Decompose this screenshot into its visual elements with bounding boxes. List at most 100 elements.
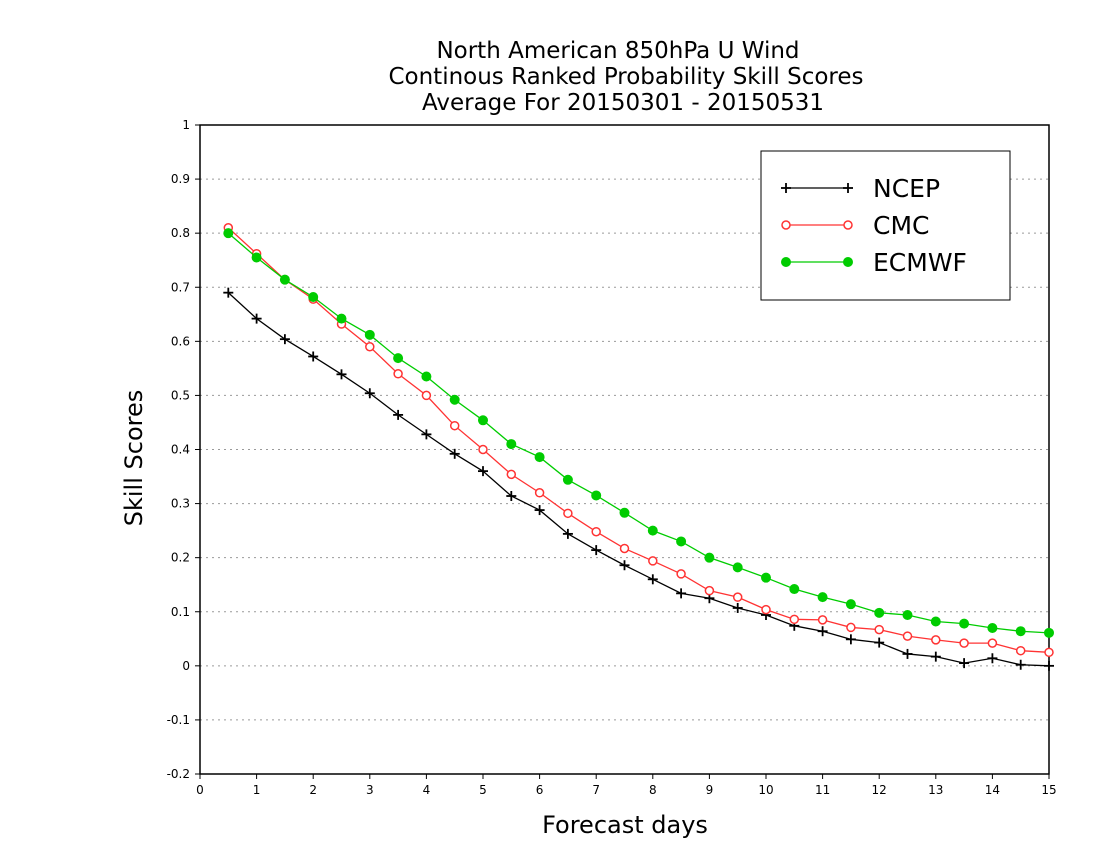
x-tick-label: 7	[592, 783, 600, 797]
data-point-ncep	[1015, 659, 1026, 670]
legend-item-cmc: CMC	[781, 211, 929, 240]
y-tick-label: 0.2	[171, 551, 190, 565]
y-tick-label: 0.3	[171, 497, 190, 511]
x-tick-label: 12	[872, 783, 887, 797]
y-tick-label: 0.5	[171, 388, 190, 402]
data-point-ecmwf	[902, 609, 913, 620]
data-point-ncep	[308, 351, 319, 362]
legend-item-ncep: NCEP	[781, 174, 940, 203]
data-point-ecmwf	[874, 607, 885, 618]
series-line-cmc	[227, 227, 1050, 653]
y-axis: -0.2 -0.1 0 0.1 0.2 0.3 0.4 0.5 0.6 0.7 0.8 0.9 1	[167, 118, 200, 781]
data-point-ncep	[506, 491, 517, 502]
data-point-cmc	[393, 369, 403, 379]
data-point-ecmwf	[449, 394, 460, 405]
data-point-ncep	[959, 658, 970, 669]
data-point-ecmwf	[562, 474, 573, 485]
data-point-cmc	[478, 444, 488, 455]
data-point-ncep	[279, 334, 290, 345]
legend-items: NCEP CMC ECMWF	[781, 174, 967, 277]
x-tick-label: 10	[758, 783, 773, 797]
y-tick-label: 0	[182, 659, 190, 673]
data-point-ncep	[534, 505, 545, 516]
data-point-cmc	[902, 631, 913, 641]
data-point-cmc	[789, 614, 800, 625]
y-tick-label: -0.1	[167, 713, 190, 727]
data-point-ecmwf	[478, 415, 488, 426]
y-tick-label: 0.7	[171, 280, 190, 294]
chart-title-line-3: Average For 20150301 - 20150531	[422, 90, 824, 116]
y-axis-label: Skill Scores	[120, 390, 148, 527]
data-point-ncep	[336, 369, 347, 380]
y-tick-label: 0.1	[171, 605, 190, 619]
x-tick-label: 9	[706, 783, 714, 797]
series-cmc	[223, 223, 1054, 658]
data-point-ecmwf	[845, 599, 856, 610]
data-point-ncep	[676, 588, 687, 599]
data-point-ncep	[251, 313, 262, 324]
data-point-ncep	[647, 574, 658, 585]
data-point-ncep	[902, 648, 913, 659]
x-tick-label: 15	[1041, 783, 1056, 797]
chart-title-line-1: North American 850hPa U Wind	[436, 38, 799, 64]
legend-marker-cmc	[781, 220, 791, 230]
y-tick-label: -0.2	[167, 767, 190, 781]
data-point-ecmwf	[251, 252, 262, 263]
data-point-ecmwf	[817, 592, 828, 603]
data-point-ecmwf	[506, 439, 517, 450]
data-point-ecmwf	[930, 616, 941, 627]
data-point-ncep	[562, 528, 573, 539]
data-point-ncep	[421, 429, 432, 440]
data-point-cmc	[534, 488, 545, 498]
data-point-cmc	[874, 624, 884, 635]
data-point-ncep	[449, 448, 460, 459]
legend-marker-ecmwf	[781, 257, 791, 267]
chart-title-line-2: Continous Ranked Probability Skill Score…	[388, 64, 863, 90]
x-tick-label: 0	[196, 783, 204, 797]
x-tick-label: 8	[649, 783, 657, 797]
data-point-ecmwf	[223, 228, 234, 239]
x-axis-label: Forecast days	[542, 811, 708, 839]
data-point-ncep	[817, 626, 828, 637]
data-point-cmc	[931, 635, 941, 645]
data-point-cmc	[449, 420, 460, 431]
data-point-ecmwf	[279, 274, 290, 285]
data-point-ecmwf	[761, 572, 771, 583]
data-point-ncep	[1044, 660, 1054, 671]
x-tick-label: 13	[928, 783, 943, 797]
data-point-ecmwf	[1015, 626, 1026, 637]
legend-marker-cmc	[843, 220, 853, 230]
data-point-cmc	[761, 604, 771, 615]
data-point-ncep	[364, 388, 375, 399]
data-point-ecmwf	[308, 291, 319, 302]
data-point-ncep	[223, 287, 234, 298]
series-ncep	[223, 287, 1054, 671]
x-tick-label: 11	[815, 783, 830, 797]
data-point-cmc	[817, 615, 828, 625]
data-point-ncep	[874, 637, 885, 648]
data-point-cmc	[987, 638, 998, 648]
data-point-cmc	[676, 569, 686, 579]
legend-marker-ncep	[781, 183, 791, 193]
x-tick-label: 1	[253, 783, 261, 797]
data-point-cmc	[506, 469, 517, 480]
data-point-ncep	[619, 560, 630, 571]
data-point-cmc	[619, 543, 630, 554]
x-tick-label: 5	[479, 783, 487, 797]
data-point-cmc	[1044, 647, 1054, 658]
data-point-cmc	[959, 638, 969, 648]
data-point-cmc	[563, 508, 573, 519]
data-point-cmc	[365, 341, 375, 352]
data-point-ecmwf	[704, 552, 715, 563]
data-point-ecmwf	[959, 618, 970, 629]
x-tick-label: 6	[536, 783, 544, 797]
data-point-cmc	[421, 390, 432, 401]
series-ecmwf	[223, 228, 1054, 638]
data-point-ncep	[987, 653, 998, 664]
data-point-ecmwf	[789, 584, 800, 595]
data-point-ncep	[930, 651, 941, 662]
data-point-ecmwf	[421, 371, 432, 382]
y-tick-label: 0.6	[171, 334, 190, 348]
data-point-ecmwf	[393, 353, 404, 364]
data-point-ecmwf	[732, 562, 743, 573]
